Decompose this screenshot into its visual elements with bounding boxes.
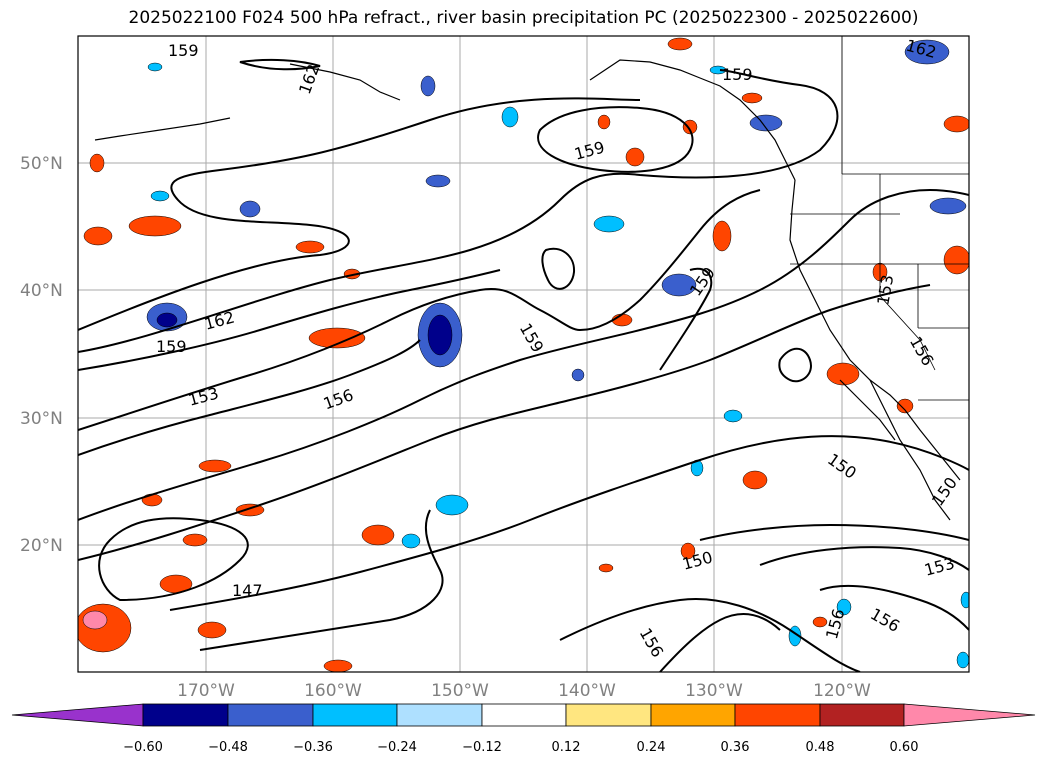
lon-label: 150°W <box>431 681 489 701</box>
plot-area <box>78 36 969 672</box>
colorbar-tick-label: −0.48 <box>208 740 248 755</box>
lon-label: 130°W <box>685 681 743 701</box>
precip-blobs <box>78 37 969 672</box>
colorbar-tick-label: 0.48 <box>806 740 835 755</box>
state-borders <box>790 36 969 401</box>
coastlines <box>94 59 961 521</box>
lat-label: 50°N <box>20 154 63 174</box>
contour-label: 159 <box>156 337 187 356</box>
graticule <box>78 36 969 672</box>
colorbar-tick-label: −0.60 <box>123 740 163 755</box>
colorbar-bin <box>565 703 652 727</box>
precip-positive-blob <box>128 215 182 237</box>
colorbar-tick-label: −0.24 <box>377 740 417 755</box>
contour-lines <box>78 58 969 672</box>
colorbar-tick-label: 0.24 <box>637 740 666 755</box>
colorbar-tick-label: 0.60 <box>890 740 919 755</box>
lat-label: 20°N <box>20 536 63 556</box>
lon-label: 170°W <box>177 681 235 701</box>
lat-label: 40°N <box>20 281 63 301</box>
colorbar-bin <box>650 703 736 727</box>
colorbar-tick-label: −0.12 <box>462 740 502 755</box>
contour-label: 159 <box>722 65 753 84</box>
colorbar-bin <box>312 703 398 727</box>
plot-border <box>77 35 970 673</box>
colorbar-bin <box>396 703 483 727</box>
colorbar-bin <box>142 703 229 727</box>
colorbar-extend-high <box>903 703 1036 727</box>
colorbar <box>11 703 1036 727</box>
colorbar-tick-label: 0.12 <box>552 740 581 755</box>
colorbar-bin <box>481 703 567 727</box>
colorbar-bin <box>734 703 821 727</box>
lat-label: 30°N <box>20 409 63 429</box>
lon-label: 120°W <box>813 681 871 701</box>
map-title: 2025022100 F024 500 hPa refract., river … <box>128 8 919 28</box>
contour-label: 147 <box>232 581 263 600</box>
lon-label: 140°W <box>558 681 616 701</box>
colorbar-ticks: −0.60 −0.48 −0.36 −0.24 −0.12 0.12 0.24 … <box>123 740 918 755</box>
lon-label: 160°W <box>304 681 362 701</box>
colorbar-bin <box>227 703 314 727</box>
colorbar-tick-label: 0.36 <box>721 740 750 755</box>
colorbar-bin <box>819 703 905 727</box>
colorbar-tick-label: −0.36 <box>293 740 333 755</box>
contour-label: 159 <box>168 41 199 60</box>
colorbar-extend-low <box>11 703 144 727</box>
